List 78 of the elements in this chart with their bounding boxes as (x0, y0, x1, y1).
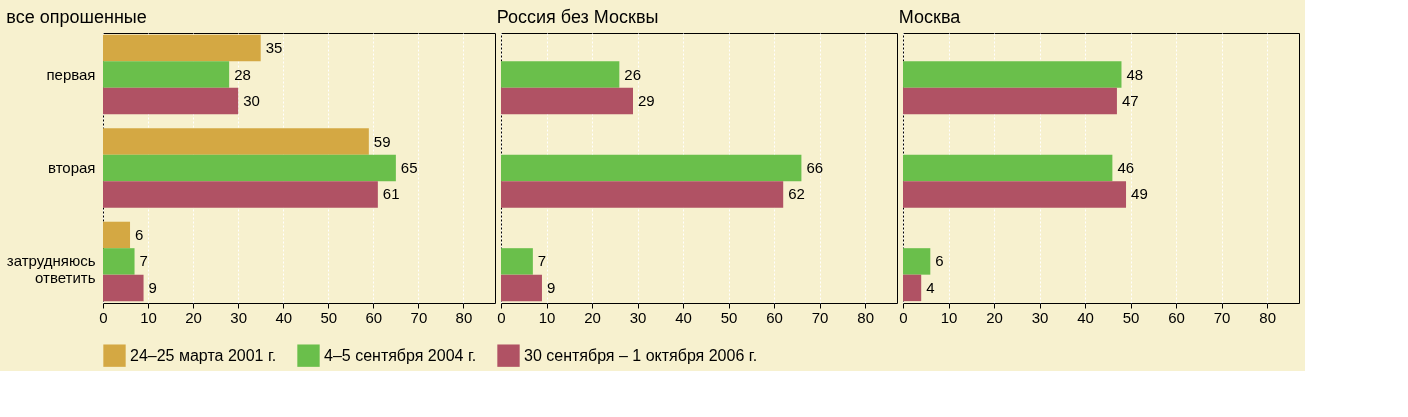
x-tick-label: 40 (675, 308, 692, 326)
x-tick-label: 50 (720, 308, 738, 326)
data-label: 35 (265, 39, 283, 57)
x-tick-label: 70 (811, 308, 829, 326)
data-label: 66 (806, 159, 824, 176)
data-label: 61 (382, 185, 400, 203)
x-tick-label: 20 (185, 308, 202, 326)
legend-label: 4–5 сентября 2004 г. (324, 346, 477, 364)
x-tick-label: 60 (766, 308, 783, 326)
x-tick-label: 0 (497, 308, 506, 326)
chart-title: Москва (898, 7, 962, 27)
bar (501, 154, 802, 182)
x-tick-label: 30 (230, 308, 248, 326)
bar (903, 154, 1113, 182)
x-tick-label: 30 (1031, 308, 1049, 326)
data-label: 7 (139, 252, 148, 270)
x-tick-label: 60 (365, 308, 383, 326)
y-tick-label: затрудняюсь ответить (6, 252, 96, 287)
bar (903, 87, 1117, 115)
x-tick-label: 40 (275, 308, 293, 326)
bar (103, 154, 396, 182)
bar (501, 274, 542, 302)
data-label: 62 (788, 185, 805, 203)
x-tick-label: 40 (1077, 308, 1094, 326)
chart-title: Россия без Москвы (496, 7, 659, 27)
x-tick-label: 50 (320, 308, 338, 326)
bar (903, 274, 922, 302)
x-tick-label: 10 (140, 308, 157, 326)
x-tick-label: 80 (1259, 308, 1276, 326)
x-tick-label: 30 (629, 308, 647, 326)
bar (501, 248, 533, 275)
data-label: 65 (400, 159, 418, 176)
data-label: 48 (1126, 65, 1144, 83)
data-label: 30 (243, 92, 260, 110)
legend-label: 24–25 марта 2001 г. (130, 346, 277, 364)
x-tick-label: 50 (1122, 308, 1140, 326)
data-label: 26 (624, 65, 642, 83)
x-tick-label: 20 (584, 308, 601, 326)
data-label: 6 (935, 252, 944, 270)
data-label: 9 (148, 278, 157, 296)
data-label: 9 (546, 278, 556, 296)
y-tick-label: вторая (48, 159, 96, 176)
data-label: 47 (1121, 92, 1139, 110)
data-label: 29 (638, 92, 655, 110)
x-tick-label: 80 (857, 308, 874, 326)
legend-label: 30 сентября – 1 октября 2006 г. (524, 346, 758, 364)
bar (903, 181, 1127, 208)
x-tick-label: 70 (1213, 308, 1231, 326)
x-tick-label: 10 (940, 308, 958, 326)
x-tick-label: 0 (99, 308, 108, 326)
bar (903, 61, 1122, 88)
bar (103, 61, 230, 88)
bar (903, 248, 931, 275)
data-label: 7 (537, 252, 547, 270)
bar (501, 61, 620, 88)
data-label: 49 (1131, 185, 1148, 203)
data-label: 4 (926, 278, 935, 296)
bar (501, 87, 633, 115)
x-tick-label: 10 (538, 308, 556, 326)
bar (103, 87, 239, 115)
bar (501, 181, 784, 208)
bar (103, 128, 369, 155)
chart-title: все опрошенные (6, 7, 147, 27)
x-tick-label: 60 (1168, 308, 1185, 326)
y-tick-label: первая (46, 65, 96, 83)
x-tick-label: 80 (455, 308, 473, 326)
data-label: 6 (135, 225, 144, 243)
bar (103, 274, 144, 302)
bar (103, 221, 131, 249)
bar (103, 34, 261, 62)
data-label: 46 (1117, 159, 1135, 176)
x-tick-label: 0 (899, 308, 908, 326)
bar (103, 248, 135, 275)
x-tick-label: 70 (410, 308, 428, 326)
data-label: 28 (234, 65, 251, 83)
x-tick-label: 20 (986, 308, 1003, 326)
data-label: 59 (373, 132, 391, 150)
bar (103, 181, 378, 208)
